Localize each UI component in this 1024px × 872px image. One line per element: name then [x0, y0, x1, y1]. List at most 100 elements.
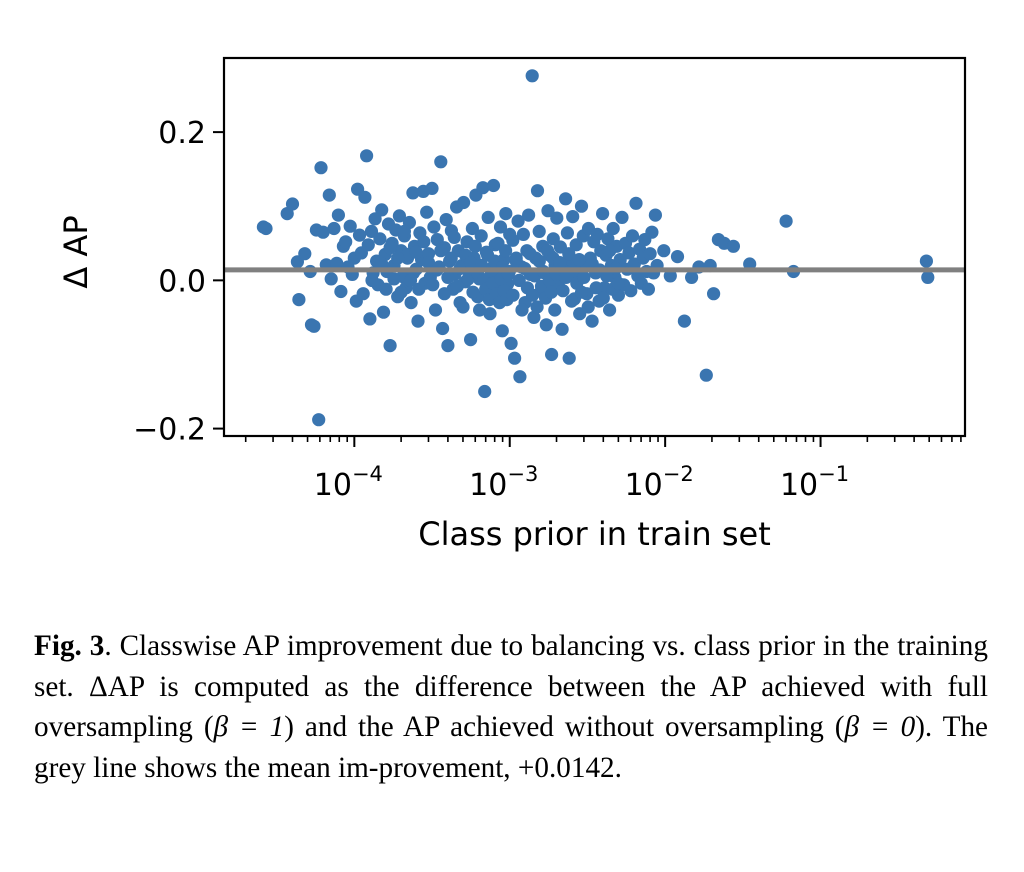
data-point [481, 210, 495, 224]
data-point [577, 270, 591, 284]
data-point [921, 270, 935, 284]
caption-beta-zero: β = 0 [844, 711, 916, 743]
data-point [629, 196, 643, 210]
data-point [339, 235, 353, 249]
data-point [548, 303, 562, 317]
data-point [285, 197, 300, 211]
caption-text-3: ) and the AP achieved without oversampli… [284, 711, 845, 743]
data-point [314, 161, 328, 175]
data-point [525, 288, 540, 302]
data-point [553, 256, 567, 270]
data-point [522, 208, 536, 222]
data-point [559, 192, 573, 206]
data-point [513, 370, 527, 384]
data-point [596, 291, 610, 305]
data-point [403, 273, 418, 287]
data-point [677, 314, 692, 328]
data-point [478, 384, 492, 399]
data-point [743, 257, 757, 271]
data-point [541, 204, 555, 218]
plot-frame [222, 56, 967, 438]
data-point [919, 254, 934, 268]
data-point [643, 247, 657, 261]
data-point [394, 285, 408, 299]
data-point [307, 319, 321, 333]
data-point [596, 207, 610, 221]
data-point [532, 254, 546, 268]
data-point [641, 282, 656, 296]
data-point [574, 199, 589, 213]
data-point [603, 244, 617, 258]
data-point [565, 294, 579, 308]
data-point [466, 285, 480, 299]
data-point [330, 256, 344, 270]
data-point [523, 247, 537, 261]
data-point [444, 251, 458, 265]
data-point [625, 229, 640, 243]
figure-caption: Fig. 3. Classwise AP improvement due to … [34, 626, 988, 788]
data-point [566, 210, 580, 224]
data-point [544, 285, 558, 299]
data-point [493, 220, 508, 234]
data-point [556, 284, 570, 298]
data-point [312, 413, 326, 427]
data-points [256, 69, 935, 427]
data-point [726, 239, 741, 253]
data-point [532, 224, 546, 238]
data-point [685, 270, 699, 284]
x-tick-label: 10−1 [780, 462, 849, 503]
data-point [699, 368, 713, 382]
y-axis-title: Δ AP [57, 215, 95, 288]
data-point [560, 226, 575, 240]
data-point [515, 303, 529, 317]
data-point [516, 227, 531, 241]
data-point [450, 279, 464, 293]
data-point [539, 318, 553, 332]
data-point [569, 238, 583, 252]
data-point [779, 214, 793, 228]
data-point [509, 251, 523, 265]
data-point [379, 282, 393, 296]
data-point [615, 210, 629, 224]
data-point [280, 207, 294, 221]
data-point [657, 244, 671, 258]
x-tick-label: 10−3 [469, 462, 538, 503]
data-point [670, 250, 685, 264]
data-point [473, 303, 487, 317]
data-point [447, 230, 461, 244]
data-point [387, 272, 401, 286]
data-point [486, 178, 501, 193]
data-point [600, 269, 614, 283]
data-point [383, 339, 397, 353]
data-point [585, 314, 599, 328]
data-point [465, 221, 479, 236]
data-point [456, 300, 470, 314]
data-point [589, 281, 603, 295]
caption-text-1: . Classwise AP improvement due to balanc… [34, 630, 988, 703]
data-point [373, 232, 387, 246]
data-point [648, 208, 663, 222]
data-point [606, 221, 620, 236]
caption-beta-one: β = 1 [213, 711, 285, 743]
data-point [457, 195, 471, 210]
caption-text-4: ). The grey line shows the mean im-prove… [34, 711, 989, 784]
data-point [495, 324, 509, 338]
data-point [441, 339, 455, 353]
data-point [530, 300, 544, 314]
data-point [361, 238, 375, 252]
data-point [575, 285, 589, 299]
data-point [645, 225, 659, 239]
data-point [411, 314, 425, 328]
caption-figure-label: Fig. 3 [34, 630, 105, 662]
data-point [409, 245, 423, 259]
data-point [376, 305, 391, 319]
data-point [322, 188, 336, 202]
data-point [601, 232, 615, 246]
data-point [562, 351, 576, 365]
data-point [358, 190, 372, 204]
x-tick-label: 10−2 [625, 462, 694, 503]
data-point [259, 221, 273, 236]
data-point [391, 251, 405, 265]
data-point [298, 247, 312, 261]
data-point [562, 247, 576, 261]
